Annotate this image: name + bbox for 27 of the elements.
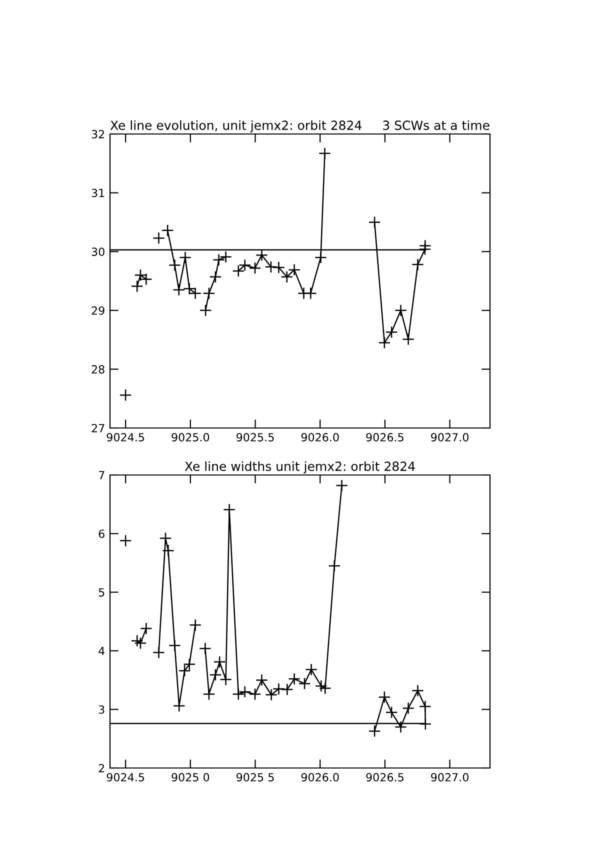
x-tick-label: 9024.5 [106,433,144,442]
x-tick-label: 9026.5 [366,773,404,782]
chart-title: Xe line widths unit jemx2: orbit 2824 [184,461,415,474]
x-tick-label: 9027.0 [431,773,468,782]
y-tick-label: 7 [98,471,104,480]
y-tick-label: 28 [92,365,104,374]
x-tick-label: 9025 5 [236,773,274,782]
x-tick-label: 9025 0 [172,773,210,782]
x-tick-label: 9025.5 [236,433,274,442]
y-tick-label: 27 [92,424,104,432]
x-tick-label: 9024.5 [106,773,144,782]
x-tick-label: 9026.0 [301,433,339,442]
x-tick-label: 9025.0 [172,433,210,442]
y-tick-label: 2 [98,764,104,772]
chart-title: Xe line evolution, unit jemx2: orbit 2824 [110,120,362,132]
x-tick-label: 9026.0 [301,773,339,782]
chart-subtitle: 3 SCWs at a time [383,120,490,130]
y-tick-label: 29 [92,306,104,315]
y-tick-label: 4 [98,646,105,656]
y-tick-label: 31 [92,188,104,198]
y-tick-label: 6 [98,530,104,538]
x-tick-label: 9026.5 [366,433,404,442]
y-tick-label: 30 [92,248,104,256]
y-tick-label: 5 [98,588,104,597]
x-tick-label: 9027.0 [431,433,468,442]
y-tick-label: 32 [92,130,104,138]
y-tick-label: 3 [98,705,104,714]
